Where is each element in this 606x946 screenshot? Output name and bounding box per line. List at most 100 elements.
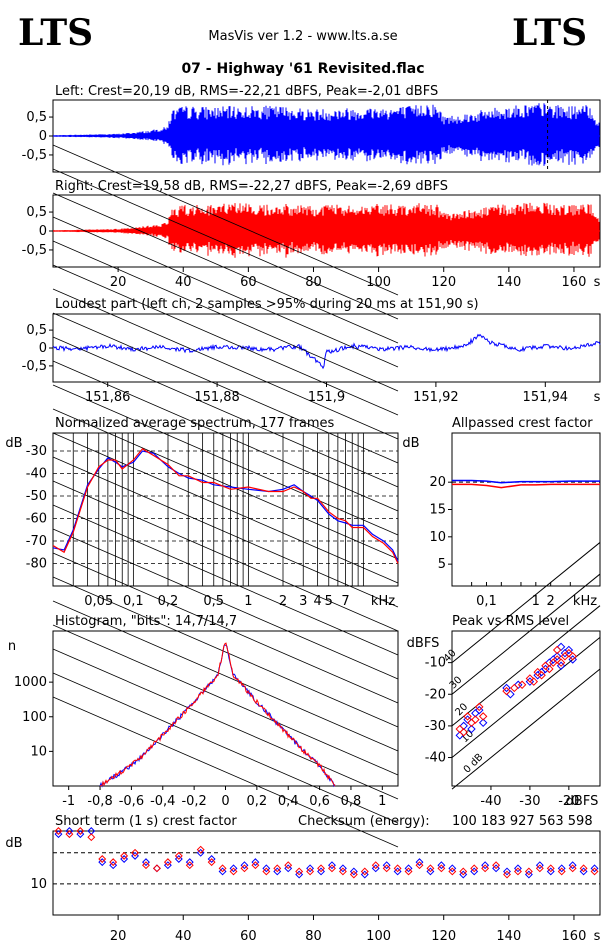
y-axis-label: dB (402, 436, 419, 451)
y-tick-label: -0,5 (22, 243, 47, 258)
short-term-point-1 (470, 864, 479, 873)
short-term-point-1 (54, 827, 63, 835)
left-waveform-title: Left: Crest=20,19 dB, RMS=-22,21 dBFS, P… (55, 84, 438, 99)
pvr-point-1 (463, 712, 472, 721)
short-term-point-1 (338, 867, 347, 876)
x-tick-label: 3 (299, 594, 307, 609)
short-term-point-1 (415, 861, 424, 870)
diagonal-10 (451, 636, 601, 758)
short-term-point-1 (185, 861, 194, 870)
x-tick-label: 100 (366, 929, 391, 944)
short-term-point-1 (163, 858, 172, 867)
waveform-trace (53, 103, 600, 166)
x-tick-label: 0,5 (203, 594, 224, 609)
diagonal-0 (451, 668, 601, 790)
x-tick-label: 1 (532, 594, 540, 609)
spectrum-plot: -30 -40 -50 -60 -70 -80 dB 0,05 0,1 0,2 0,5 1 2 3 4 5 7 k… (5, 0, 399, 848)
x-tick-label: 20 (110, 275, 127, 290)
spectrum-slope-line (52, 408, 399, 560)
pvr-point-1 (471, 715, 480, 724)
x-axis-label: dBFS (566, 794, 599, 809)
y-axis-label: dB (5, 436, 22, 451)
spectrum-slope-line (52, 288, 399, 440)
short-term-point-1 (568, 864, 577, 873)
x-tick-label: 0,2 (158, 594, 179, 609)
short-term-plot: 10 dB 20 40 60 80 100 120 140 160 s (5, 827, 601, 944)
y-tick-label: 100 (22, 710, 47, 725)
y-axis-label: n (8, 639, 16, 654)
pvr-point-0 (478, 718, 488, 727)
short-term-point-1 (109, 858, 118, 867)
x-tick-label: 60 (240, 275, 257, 290)
pvr-point-0 (467, 724, 476, 734)
y-axis-label: dBFS (407, 636, 440, 651)
crest-series-0 (452, 479, 600, 484)
spectrum-frame (52, 432, 399, 587)
short-term-frame (52, 830, 601, 916)
spectrum-slope-line (52, 696, 399, 848)
y-tick-label: 0,5 (26, 323, 47, 338)
x-tick-label: -0,8 (87, 794, 112, 809)
spectrum-slope-line (52, 384, 399, 536)
spectrum-slope-line (52, 600, 399, 752)
y-tick-label: -0,5 (22, 148, 47, 163)
short-term-point-1 (65, 830, 74, 839)
short-term-point-1 (513, 867, 522, 876)
short-term-point-1 (229, 867, 238, 876)
spectrum-slope-line (52, 504, 399, 656)
pvr-point-1 (478, 712, 488, 721)
short-term-point-1 (481, 864, 490, 873)
short-term-point-1 (174, 851, 183, 860)
short-term-point-1 (196, 845, 205, 854)
checksum-value: 100 183 927 563 598 (452, 814, 593, 829)
short-term-point-1 (503, 870, 511, 879)
y-tick-label: 15 (429, 503, 446, 518)
left-waveform-plot: 0,5 0 -0,5 (22, 100, 600, 172)
spectrum-slope-line (52, 240, 399, 392)
spectrum-slope-line (52, 528, 399, 680)
short-term-point-1 (142, 861, 150, 870)
spectrum-slope-line (52, 336, 399, 488)
pvr-point-1 (556, 658, 566, 667)
spacer (52, 0, 53, 1)
x-unit-label: s (594, 275, 601, 290)
x-tick-label: 5 (325, 594, 333, 609)
y-axis-label: dB (5, 836, 22, 851)
histogram-frame (52, 630, 399, 787)
short-term-point-0 (87, 827, 96, 835)
x-tick-label: 20 (110, 929, 127, 944)
diagonal-label: 30 (448, 675, 465, 692)
short-term-point-1 (207, 858, 216, 867)
logo-left: LTS (18, 12, 93, 54)
short-term-point-1 (295, 867, 304, 876)
x-tick-label: 40 (175, 275, 192, 290)
short-term-point-1 (76, 827, 85, 835)
y-tick-label: -10 (425, 656, 446, 671)
spectrum-slope-line (52, 648, 399, 800)
short-term-point-1 (218, 864, 227, 873)
y-tick-label: 1000 (14, 675, 47, 690)
spectrum-slope-line (52, 264, 399, 416)
short-term-point-1 (557, 867, 566, 876)
x-unit-label: kHz (371, 594, 395, 609)
y-tick-label: -20 (425, 687, 446, 702)
spectrum-slope-line (52, 624, 399, 776)
logo-right: LTS (512, 12, 587, 54)
short-term-point-1 (524, 867, 533, 876)
y-tick-label: -30 (26, 444, 47, 459)
y-tick-label: -40 (425, 751, 446, 766)
crest-series-1 (452, 483, 600, 489)
pvr-point-1 (517, 680, 527, 690)
spectrum-slope-line (52, 312, 399, 464)
pvr-point-1 (475, 702, 484, 712)
short-term-point-1 (590, 867, 599, 876)
short-term-point-1 (262, 867, 271, 876)
histogram-series-1 (99, 642, 336, 787)
x-tick-label: 80 (305, 929, 322, 944)
right-waveform-title: Right: Crest=19,58 dB, RMS=-22,27 dBFS, … (55, 179, 448, 194)
waveform-trace (53, 202, 600, 258)
pvr-point-1 (545, 664, 554, 674)
short-term-point-1 (448, 867, 457, 876)
short-term-point-1 (317, 864, 325, 873)
